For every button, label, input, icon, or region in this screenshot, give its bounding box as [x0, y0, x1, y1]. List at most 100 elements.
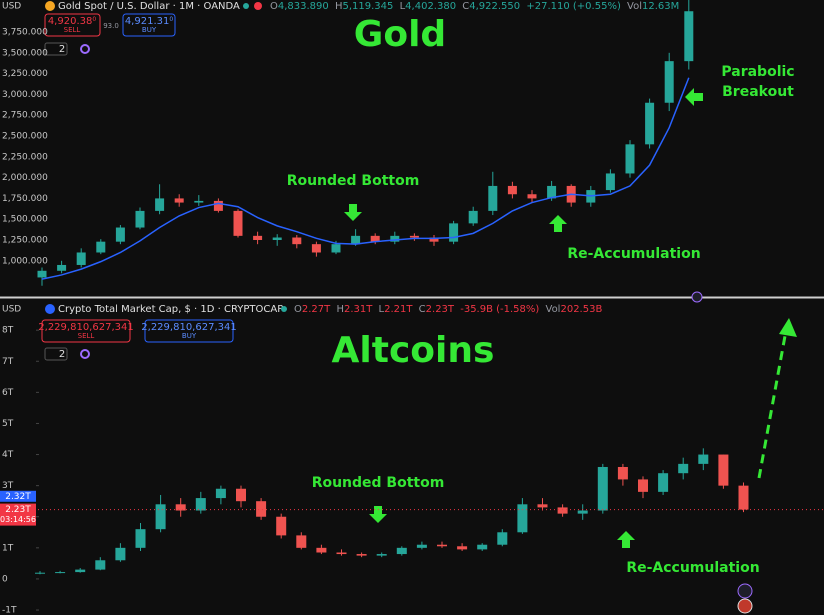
axis-currency: USD	[2, 2, 21, 12]
annotation: Rounded Bottom	[287, 173, 420, 189]
candle-body	[356, 554, 367, 556]
ohlc: O4,833.890 H5,119.345 L4,402.380 C4,922.…	[270, 1, 679, 12]
buy-label: BUY	[182, 332, 197, 340]
arrow	[549, 215, 567, 232]
candle-body	[37, 270, 47, 278]
y-tick-label: 6T	[2, 388, 14, 398]
status-dot	[243, 3, 249, 9]
candle-body	[477, 544, 488, 550]
flag-icon[interactable]	[737, 598, 753, 614]
candle-body	[497, 532, 508, 545]
candle-body	[664, 61, 674, 103]
moving-average	[41, 77, 690, 280]
chart-title: Gold	[354, 14, 446, 55]
candle-body	[625, 144, 635, 174]
y-tick-label: 3,250.000	[2, 69, 48, 79]
status-dot	[254, 2, 262, 10]
candle-body	[617, 466, 628, 480]
y-tick-label: 8T	[2, 326, 14, 336]
candle-body	[577, 510, 588, 514]
candle-body	[638, 479, 648, 492]
candle-body	[416, 544, 427, 548]
candle-body	[296, 535, 307, 548]
spread: 93.0	[103, 22, 119, 30]
symbol: Gold Spot / U.S. Dollar · 1M · OANDA	[58, 1, 240, 12]
candle-body	[76, 252, 86, 265]
projection-arrowhead	[779, 318, 797, 337]
y-tick-label: 1,250.000	[2, 236, 48, 246]
y-tick-label: 3,750.000	[2, 28, 48, 38]
candle-body	[645, 102, 655, 145]
y-tick-label: 2,250.000	[2, 152, 48, 162]
y-tick-label: -1T	[2, 606, 17, 615]
candle-body	[488, 185, 498, 211]
y-tick-label: 1,500.000	[2, 215, 48, 225]
candle-body	[684, 11, 694, 62]
candle-body	[215, 488, 226, 499]
annotation: Breakout	[722, 84, 794, 100]
indicator-icon[interactable]	[80, 349, 90, 359]
candle-body	[409, 235, 419, 238]
projection-arrow	[757, 335, 787, 479]
candle-body	[276, 516, 287, 536]
candle-body	[135, 529, 146, 548]
symbol-icon	[45, 304, 55, 314]
candle-body	[195, 498, 206, 511]
candle-body	[115, 547, 126, 561]
candle-body	[457, 546, 468, 550]
candle-body	[718, 454, 729, 486]
buy-button[interactable]	[122, 13, 176, 37]
candle-body	[75, 569, 86, 573]
sell-price: 2,229,810,627,341	[38, 322, 133, 333]
buy-price: 4,921.310	[125, 16, 174, 28]
candle-body	[331, 244, 341, 253]
price-marker-label: 2.23T	[5, 505, 31, 515]
candle-body	[272, 237, 282, 241]
indicator-icon[interactable]	[80, 44, 90, 54]
candle-body	[437, 544, 447, 547]
candle-body	[115, 227, 125, 242]
candle-body	[55, 572, 66, 574]
y-tick-label: 2,500.000	[2, 132, 48, 142]
candle-body	[236, 488, 246, 502]
candle-body	[351, 235, 361, 245]
candle-body	[429, 237, 439, 242]
y-tick-label: 0	[2, 574, 8, 584]
alert-icon[interactable]	[737, 583, 753, 599]
candle-body	[336, 552, 347, 555]
price-marker-label: 2.32T	[5, 492, 31, 502]
buy-button[interactable]	[144, 319, 234, 343]
candle-body	[57, 264, 67, 271]
candle-body	[449, 223, 459, 242]
symbol-icon	[45, 1, 55, 11]
interval-dropdown[interactable]	[44, 42, 68, 56]
candle-body	[256, 501, 267, 517]
y-tick-label: 3T	[2, 481, 14, 491]
interval-count: 2	[59, 44, 65, 55]
ohlc: O2.27T H2.31T L2.21T C2.23T -35.9B (-1.5…	[294, 304, 602, 315]
interval-dropdown[interactable]	[44, 347, 68, 361]
candle-body	[175, 504, 186, 511]
candle-body	[390, 235, 400, 242]
status-dot	[281, 306, 287, 312]
chart-title: Altcoins	[332, 330, 495, 371]
alert-icon[interactable]	[691, 291, 703, 303]
candle-body	[233, 210, 243, 236]
sell-button[interactable]	[41, 319, 131, 343]
y-tick-label: 7T	[2, 357, 14, 367]
candle-body	[96, 241, 106, 253]
candle-body	[537, 504, 548, 508]
y-tick-label: 3,000.000	[2, 90, 48, 100]
arrow	[344, 204, 362, 221]
sell-button[interactable]	[44, 13, 101, 37]
candle-body	[605, 173, 615, 191]
candle-body	[597, 466, 608, 511]
buy-label: BUY	[142, 26, 157, 34]
candle-body	[678, 463, 689, 474]
candle-body	[311, 244, 321, 253]
candle-body	[658, 473, 669, 492]
candle-body	[194, 200, 204, 203]
y-tick-label: 2,750.000	[2, 111, 48, 121]
arrow	[369, 506, 387, 523]
candle-body	[547, 185, 557, 199]
